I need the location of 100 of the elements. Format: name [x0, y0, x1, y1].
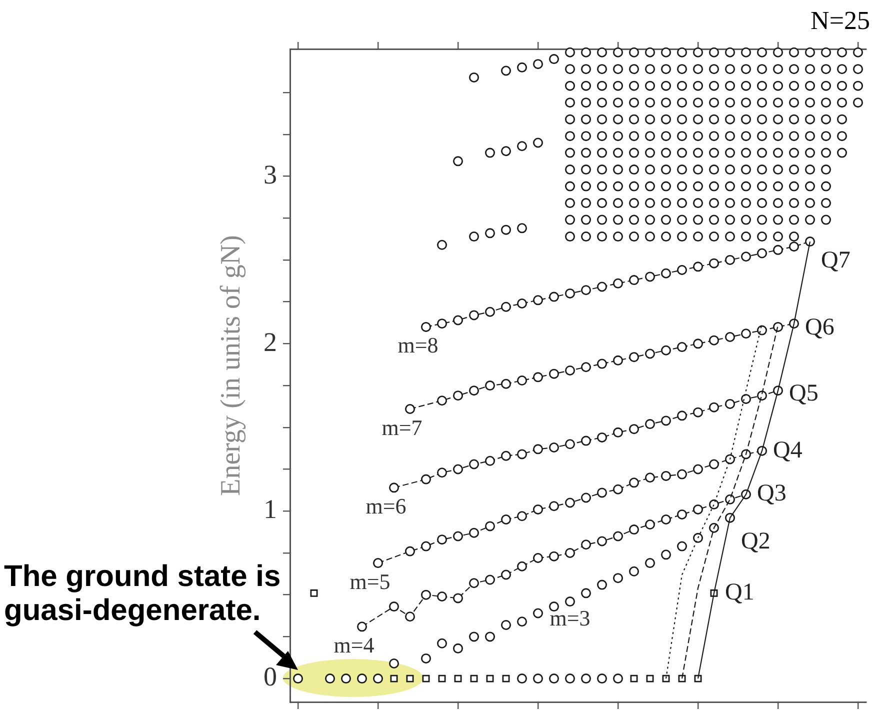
point: [821, 148, 831, 158]
point: [485, 456, 495, 466]
point: [693, 47, 703, 58]
point: [565, 288, 575, 298]
point: [629, 80, 639, 91]
point: [757, 164, 767, 175]
series-label: m=8: [398, 332, 438, 358]
point: [789, 64, 799, 74]
point: [438, 674, 446, 682]
point: [741, 214, 751, 225]
point: [661, 164, 671, 175]
point: [661, 47, 671, 58]
annotation: Q2: [741, 528, 770, 554]
point: [533, 59, 543, 70]
point: [533, 504, 543, 514]
point: [501, 66, 511, 76]
annotation: Q5: [789, 380, 818, 406]
point: [565, 198, 575, 208]
point: [661, 550, 671, 560]
point: [709, 80, 719, 91]
point: [645, 198, 655, 208]
point: [597, 64, 607, 74]
point: [613, 80, 623, 91]
point: [805, 148, 815, 158]
point: [629, 198, 639, 208]
point: [453, 531, 463, 542]
point: [373, 674, 383, 684]
point: [597, 164, 607, 175]
point: [757, 390, 767, 401]
point: [757, 64, 767, 74]
point: [613, 114, 623, 124]
point: [853, 98, 863, 108]
point: [469, 632, 479, 642]
point: [565, 64, 575, 74]
point: [693, 214, 703, 225]
point: [565, 47, 575, 58]
point: [453, 390, 463, 401]
point: [709, 114, 719, 124]
point: [453, 593, 463, 604]
point: [709, 335, 719, 346]
point: [501, 450, 511, 461]
point: [709, 232, 719, 242]
point: [789, 232, 799, 242]
point: [405, 546, 415, 556]
point: [709, 181, 719, 192]
point: [757, 325, 767, 336]
point: [629, 164, 639, 175]
point: [661, 64, 671, 74]
point: [661, 80, 671, 91]
point: [773, 80, 783, 91]
series-label: m=5: [350, 568, 390, 594]
point: [437, 592, 447, 602]
point: [565, 498, 575, 508]
point: [677, 164, 687, 175]
point: [629, 524, 639, 535]
point: [773, 181, 783, 192]
point: [630, 674, 638, 682]
point: [453, 156, 463, 166]
point: [725, 254, 735, 265]
point: [517, 449, 527, 460]
point: [405, 612, 415, 622]
point: [709, 258, 719, 268]
point: [629, 148, 639, 158]
point: [853, 64, 863, 74]
point: [581, 285, 591, 296]
point: [581, 674, 591, 684]
point: [597, 80, 607, 91]
point: [725, 454, 735, 464]
point: [693, 198, 703, 208]
point: [581, 80, 591, 91]
point: [533, 674, 543, 684]
point: [693, 164, 703, 175]
point: [517, 616, 527, 627]
point: [821, 64, 831, 74]
point: [837, 64, 847, 74]
text: The ground state is guasi-degenerate.: [4, 560, 282, 628]
point: [597, 148, 607, 158]
point: [741, 131, 751, 142]
point: [709, 164, 719, 175]
point: [533, 138, 543, 148]
point: [773, 244, 783, 255]
point: [629, 352, 639, 362]
point: [741, 198, 751, 208]
point: [677, 98, 687, 108]
point: [741, 114, 751, 124]
point: [693, 232, 703, 242]
point: [629, 424, 639, 434]
point: [645, 47, 655, 58]
point: [725, 398, 735, 409]
point: [613, 164, 623, 175]
point: [597, 282, 607, 292]
point: [805, 164, 815, 175]
point: [821, 131, 831, 142]
point: [469, 310, 479, 320]
point: [565, 164, 575, 175]
point: [565, 181, 575, 192]
point: [469, 459, 479, 470]
point: [533, 553, 543, 564]
point: [757, 198, 767, 208]
point: [789, 164, 799, 175]
